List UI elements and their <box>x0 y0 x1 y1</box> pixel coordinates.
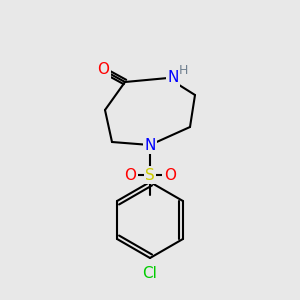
Text: N: N <box>144 137 156 152</box>
Text: H: H <box>178 64 188 77</box>
Text: N: N <box>167 70 179 86</box>
Text: O: O <box>124 167 136 182</box>
Text: S: S <box>145 167 155 182</box>
Text: O: O <box>97 62 109 77</box>
Text: O: O <box>164 167 176 182</box>
Text: Cl: Cl <box>142 266 158 281</box>
